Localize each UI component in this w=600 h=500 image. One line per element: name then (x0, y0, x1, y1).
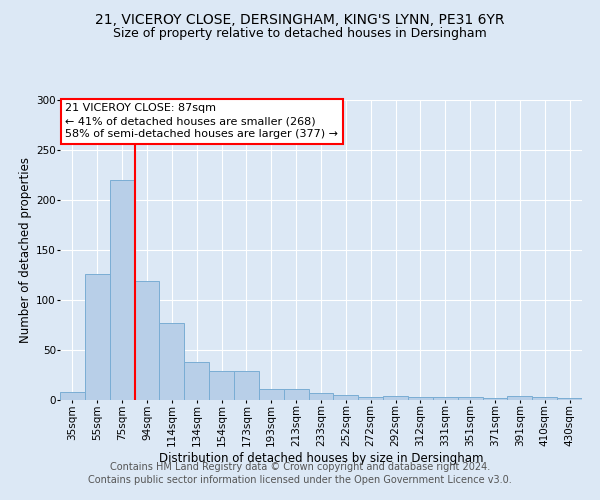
Bar (308, 393, 334, 400)
Text: Contains HM Land Registry data © Crown copyright and database right 2024.: Contains HM Land Registry data © Crown c… (110, 462, 490, 472)
Bar (482, 398, 508, 400)
Bar (259, 389, 284, 400)
Bar (85, 274, 110, 400)
Bar (508, 396, 532, 400)
Text: 21, VICEROY CLOSE, DERSINGHAM, KING'S LYNN, PE31 6YR: 21, VICEROY CLOSE, DERSINGHAM, KING'S LY… (95, 12, 505, 26)
Bar (532, 397, 557, 400)
Bar (60, 392, 85, 400)
Bar (557, 398, 582, 400)
Bar (184, 362, 209, 400)
Bar (334, 395, 358, 400)
Bar (458, 397, 482, 400)
Bar (383, 396, 408, 400)
X-axis label: Distribution of detached houses by size in Dersingham: Distribution of detached houses by size … (159, 452, 483, 465)
Bar (209, 371, 234, 400)
Bar (110, 180, 134, 400)
Text: Contains public sector information licensed under the Open Government Licence v3: Contains public sector information licen… (88, 475, 512, 485)
Bar (160, 323, 184, 400)
Bar (234, 371, 259, 400)
Bar (358, 397, 383, 400)
Bar (433, 397, 458, 400)
Y-axis label: Number of detached properties: Number of detached properties (19, 157, 32, 343)
Bar (134, 281, 160, 400)
Text: 21 VICEROY CLOSE: 87sqm
← 41% of detached houses are smaller (268)
58% of semi-d: 21 VICEROY CLOSE: 87sqm ← 41% of detache… (65, 103, 338, 140)
Bar (408, 397, 433, 400)
Text: Size of property relative to detached houses in Dersingham: Size of property relative to detached ho… (113, 28, 487, 40)
Bar (284, 389, 308, 400)
